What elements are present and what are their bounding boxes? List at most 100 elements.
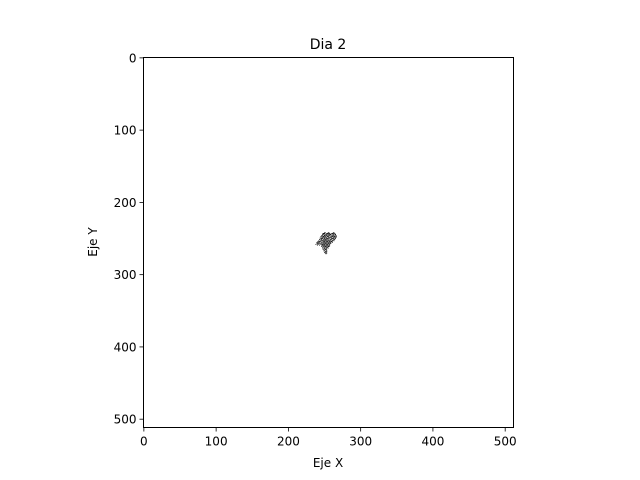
occupied-cell bbox=[326, 248, 328, 250]
occupied-cell bbox=[321, 240, 323, 242]
occupied-cell bbox=[327, 234, 329, 236]
occupied-cell bbox=[328, 235, 330, 237]
x-tick-label: 500 bbox=[494, 435, 517, 449]
occupied-cell bbox=[319, 244, 320, 246]
occupied-cell bbox=[330, 237, 332, 239]
occupied-cell bbox=[324, 239, 326, 241]
occupied-cell bbox=[327, 233, 329, 234]
occupied-cell bbox=[324, 235, 326, 237]
occupied-cell bbox=[319, 241, 321, 242]
occupied-cell bbox=[332, 235, 334, 237]
occupied-cell bbox=[323, 238, 325, 240]
occupied-cell bbox=[321, 236, 323, 238]
occupied-cell bbox=[327, 242, 328, 244]
occupied-cell bbox=[316, 242, 318, 244]
occupied-cell bbox=[325, 246, 327, 247]
occupied-cell bbox=[324, 237, 326, 239]
occupied-cell bbox=[331, 236, 333, 238]
occupied-cell bbox=[331, 235, 333, 237]
occupied-cell bbox=[321, 233, 323, 235]
occupied-cell bbox=[321, 235, 323, 237]
occupied-cell bbox=[332, 239, 334, 241]
occupied-cell bbox=[322, 237, 324, 239]
occupied-cell bbox=[324, 249, 326, 251]
occupied-cell bbox=[334, 237, 336, 239]
occupied-cell bbox=[321, 243, 323, 245]
occupied-cell bbox=[318, 241, 320, 243]
occupied-cell bbox=[324, 232, 326, 234]
occupied-cell bbox=[316, 241, 318, 243]
occupied-cell bbox=[333, 237, 335, 239]
occupied-cell bbox=[329, 233, 331, 235]
axes-frame bbox=[143, 57, 514, 428]
occupied-cell bbox=[324, 241, 326, 243]
occupied-cell bbox=[321, 236, 323, 238]
occupied-cell bbox=[319, 243, 321, 245]
occupied-cell bbox=[331, 233, 333, 234]
occupied-cell bbox=[329, 237, 331, 239]
occupied-cell bbox=[329, 239, 331, 241]
occupied-cell bbox=[324, 236, 326, 238]
occupied-cell bbox=[326, 238, 328, 240]
occupied-cell bbox=[322, 242, 324, 244]
occupied-cell bbox=[326, 246, 328, 248]
occupied-cell bbox=[329, 233, 331, 235]
occupied-cell bbox=[329, 233, 331, 234]
occupied-cell bbox=[320, 241, 322, 243]
occupied-cell bbox=[322, 233, 324, 235]
x-axis-label: Eje X bbox=[313, 456, 343, 470]
occupied-cell bbox=[323, 234, 325, 236]
occupied-cell bbox=[327, 244, 329, 246]
occupied-cell bbox=[329, 241, 331, 243]
occupied-cell bbox=[332, 232, 334, 234]
x-tick-label: 200 bbox=[277, 435, 300, 449]
occupied-cell bbox=[321, 243, 323, 245]
occupied-cell bbox=[324, 243, 326, 245]
occupied-cell bbox=[327, 239, 328, 241]
plot-area bbox=[143, 57, 514, 428]
occupied-cell bbox=[329, 243, 331, 245]
occupied-cell bbox=[334, 235, 336, 237]
occupied-cell bbox=[326, 235, 328, 237]
occupied-cell bbox=[324, 232, 326, 234]
occupied-cell bbox=[332, 235, 333, 237]
occupied-cell bbox=[327, 234, 328, 236]
occupied-cell bbox=[331, 238, 333, 240]
occupied-cell bbox=[323, 246, 325, 247]
occupied-cell bbox=[334, 234, 336, 236]
y-tick-label: 200 bbox=[114, 196, 137, 210]
chart-title: Dia 2 bbox=[310, 37, 347, 53]
occupied-cell bbox=[316, 243, 318, 245]
occupied-cell bbox=[335, 236, 336, 238]
occupied-cell bbox=[328, 240, 330, 242]
occupied-cell bbox=[324, 246, 326, 247]
occupied-cell bbox=[333, 235, 335, 237]
occupied-cell bbox=[324, 234, 326, 236]
occupied-cell bbox=[332, 233, 333, 234]
x-axis-ticks: 0 100 200 300 400 500 bbox=[140, 427, 517, 449]
occupied-cell bbox=[327, 235, 329, 237]
occupied-cell bbox=[324, 245, 326, 247]
occupied-cell bbox=[325, 249, 327, 250]
occupied-cell bbox=[330, 242, 332, 244]
occupied-cell bbox=[325, 240, 327, 242]
occupied-cell bbox=[325, 233, 327, 235]
occupied-cell bbox=[326, 233, 328, 234]
y-axis-label: Eje Y bbox=[86, 227, 100, 257]
occupied-cell bbox=[317, 243, 319, 245]
occupied-cell bbox=[324, 240, 326, 242]
occupied-cell bbox=[327, 238, 329, 240]
occupied-cell bbox=[323, 250, 325, 252]
occupied-cell bbox=[324, 233, 326, 234]
occupied-cell bbox=[322, 235, 324, 237]
occupied-cell bbox=[323, 248, 325, 250]
occupied-cell bbox=[328, 243, 330, 245]
occupied-cell bbox=[321, 244, 323, 246]
occupied-cell bbox=[324, 251, 326, 253]
occupied-cell bbox=[327, 241, 329, 243]
occupied-cell bbox=[325, 237, 327, 239]
occupied-cell bbox=[325, 251, 327, 253]
occupied-cell bbox=[328, 232, 330, 234]
occupied-cell bbox=[327, 243, 329, 245]
occupied-cell bbox=[323, 243, 325, 245]
